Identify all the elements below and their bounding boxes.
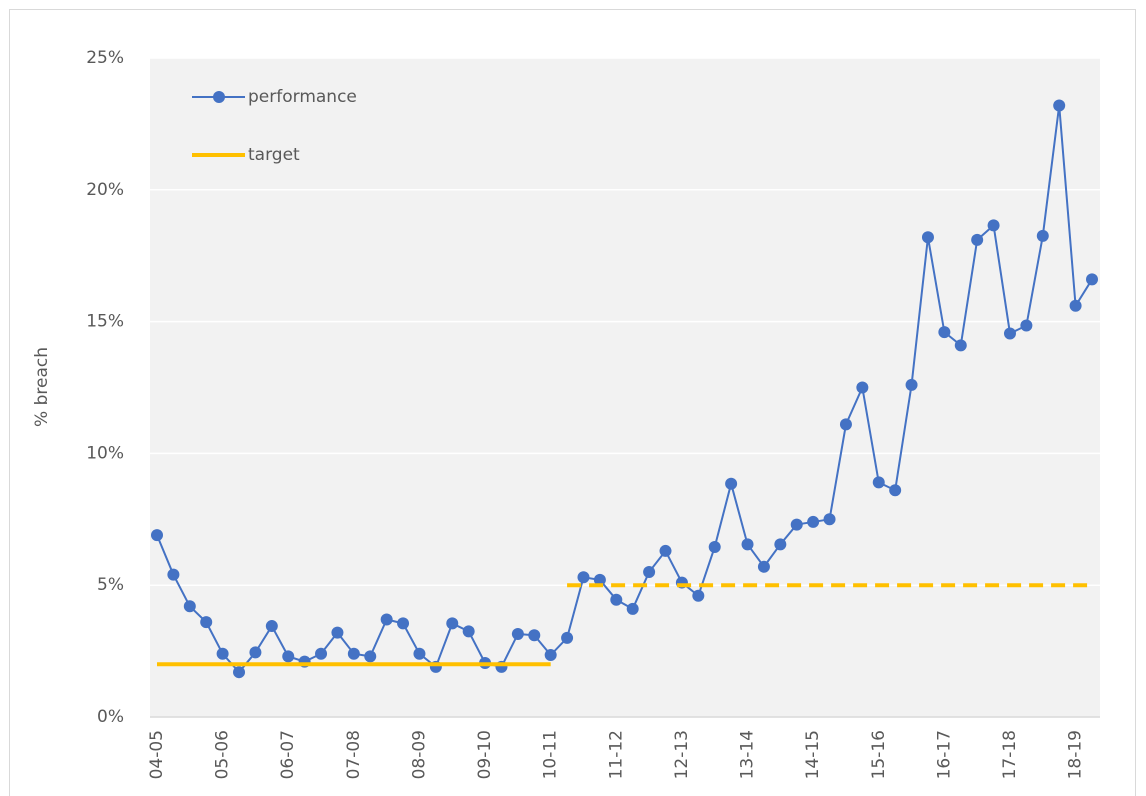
data-point — [364, 650, 377, 663]
x-tick-label: 08-09 — [409, 730, 429, 779]
data-point — [282, 650, 295, 663]
x-tick-label: 14-15 — [803, 730, 823, 779]
data-point — [347, 647, 360, 660]
data-point — [183, 600, 196, 613]
legend-label: performance — [248, 87, 357, 107]
data-point — [790, 518, 803, 531]
y-tick-label: 25% — [86, 48, 124, 68]
data-point — [1069, 299, 1082, 312]
data-point — [757, 560, 770, 573]
data-point — [413, 647, 426, 660]
data-point — [233, 666, 246, 679]
data-point — [725, 477, 738, 490]
data-point — [741, 538, 754, 551]
y-tick-label: 0% — [97, 707, 124, 727]
data-point — [265, 620, 278, 633]
data-point — [593, 573, 606, 586]
x-tick-label: 09-10 — [475, 730, 495, 779]
x-tick-label: 04-05 — [147, 730, 167, 779]
x-tick-label: 06-07 — [278, 730, 298, 779]
x-tick-label: 13-14 — [738, 730, 758, 779]
x-tick-label: 15-16 — [869, 730, 889, 779]
plot-area — [150, 58, 1100, 717]
y-tick-label: 10% — [86, 443, 124, 463]
data-point — [1053, 99, 1066, 112]
data-point — [839, 418, 852, 431]
data-point — [774, 538, 787, 551]
data-point — [987, 219, 1000, 232]
data-point — [397, 617, 410, 630]
data-point — [446, 617, 459, 630]
y-tick-label: 20% — [86, 180, 124, 200]
data-point — [971, 233, 984, 246]
data-point — [938, 326, 951, 339]
data-point — [315, 647, 328, 660]
data-point — [462, 625, 475, 638]
data-point — [216, 647, 229, 660]
x-tick-label: 18-19 — [1066, 730, 1086, 779]
legend-label: target — [248, 145, 300, 165]
data-point — [577, 571, 590, 584]
data-point — [1020, 319, 1033, 332]
data-point — [905, 378, 918, 391]
data-point — [610, 593, 623, 606]
x-tick-label: 12-13 — [672, 730, 692, 779]
data-point — [167, 568, 180, 581]
x-tick-label: 17-18 — [1000, 730, 1020, 779]
x-tick-label: 10-11 — [541, 730, 561, 779]
data-point — [856, 381, 869, 394]
x-tick-label: 11-12 — [606, 730, 626, 779]
data-point — [511, 627, 524, 640]
x-tick-label: 16-17 — [934, 730, 954, 779]
y-tick-label: 5% — [97, 575, 124, 595]
data-point — [823, 513, 836, 526]
data-point — [1036, 229, 1049, 242]
data-point — [921, 231, 934, 244]
data-point — [1086, 273, 1098, 286]
data-point — [708, 540, 721, 553]
data-point — [626, 602, 639, 615]
y-tick-label: 15% — [86, 312, 124, 332]
data-point — [1003, 327, 1016, 340]
data-point — [954, 339, 967, 352]
data-point — [889, 484, 902, 497]
y-axis-label: % breach — [32, 347, 52, 427]
data-point — [200, 616, 213, 629]
data-point — [249, 646, 262, 659]
data-point — [561, 631, 574, 644]
data-point — [380, 613, 393, 626]
data-point — [331, 626, 344, 639]
data-point — [659, 544, 672, 557]
data-point — [807, 515, 820, 528]
x-tick-label: 07-08 — [344, 730, 364, 779]
series-line — [156, 105, 1093, 674]
data-point — [872, 476, 885, 489]
data-point — [544, 649, 557, 662]
data-point — [151, 529, 163, 542]
data-point — [643, 566, 656, 579]
legend-marker — [213, 91, 225, 103]
data-point — [692, 589, 705, 602]
data-point — [528, 629, 541, 642]
x-tick-label: 05-06 — [213, 730, 233, 779]
